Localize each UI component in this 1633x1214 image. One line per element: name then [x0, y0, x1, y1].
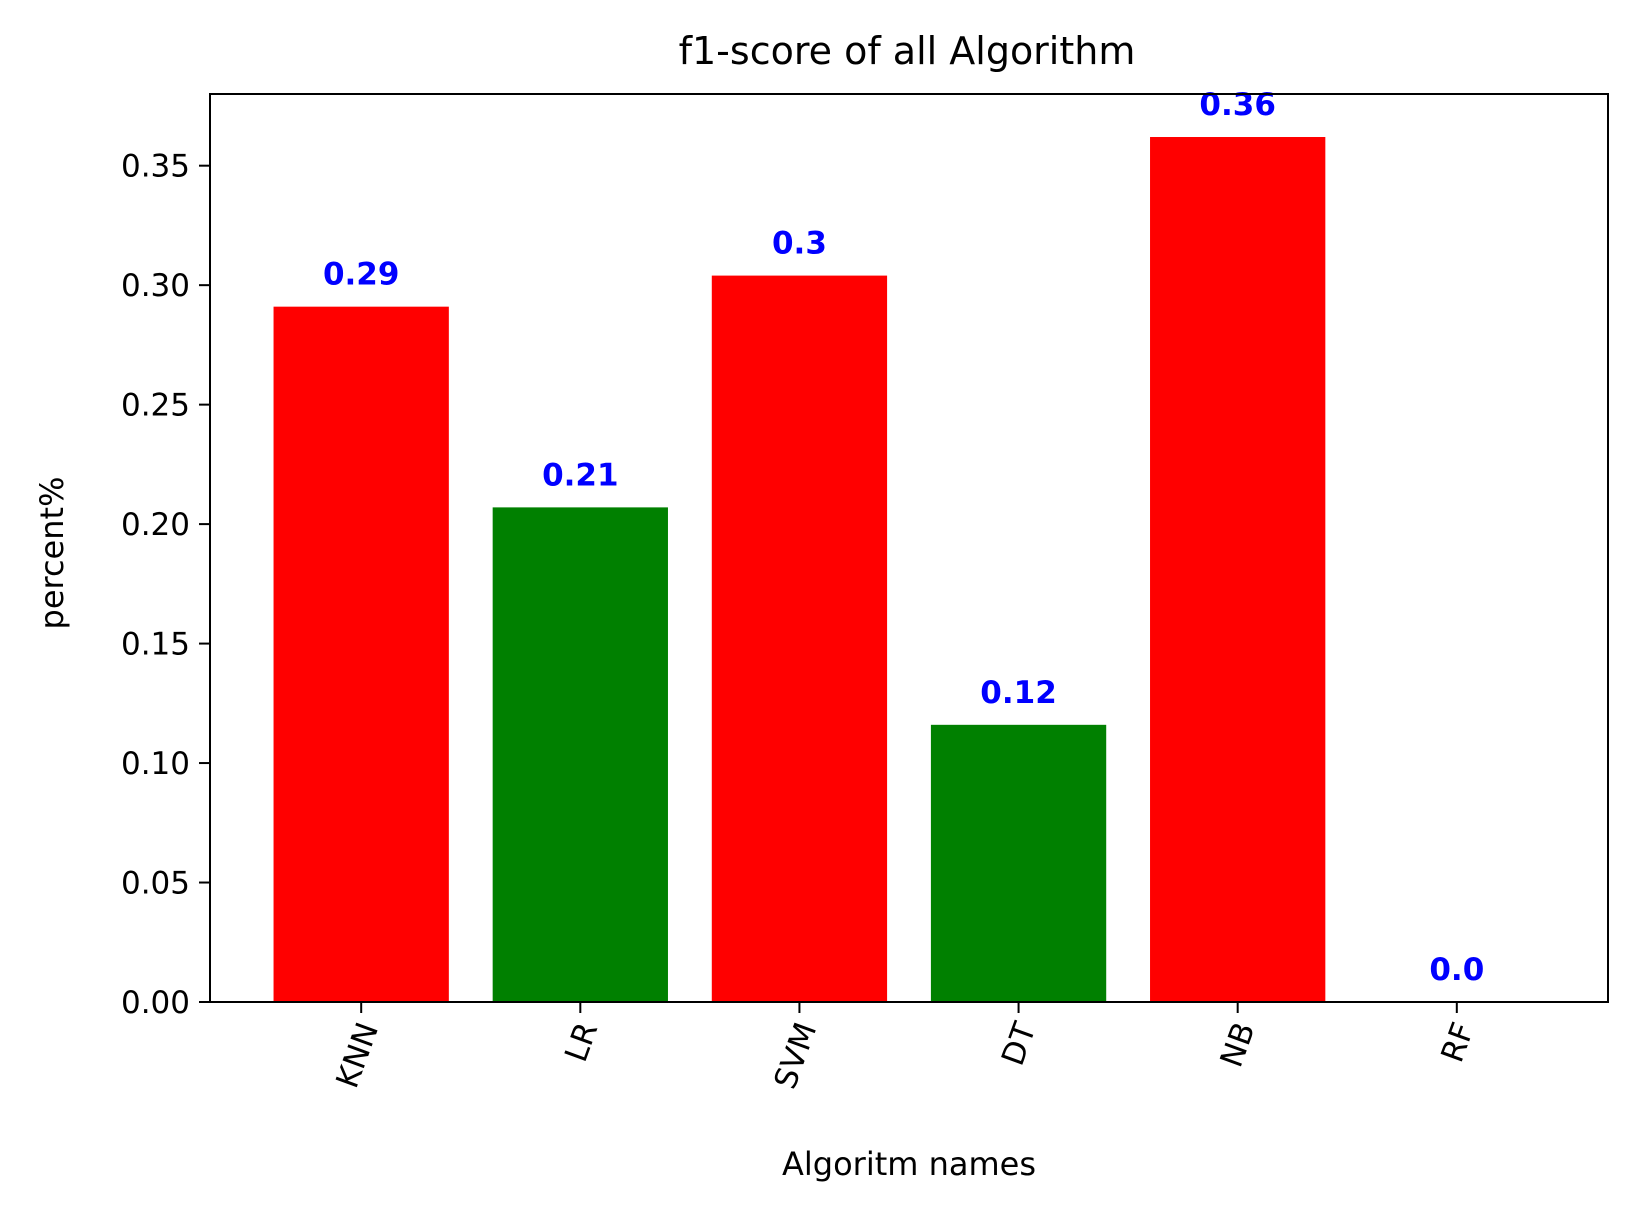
x-axis-ticks: KNN LR SVM DT NB RF: [329, 1002, 1482, 1094]
data-label-nb: 0.36: [1199, 87, 1276, 123]
data-label-dt: 0.12: [980, 675, 1057, 711]
y-axis-label: percent%: [33, 477, 71, 630]
bars-group: [273, 137, 1326, 1003]
data-label-rf: 0.0: [1429, 952, 1484, 988]
bar-dt: [930, 724, 1107, 1002]
y-tick-label: 0.30: [121, 268, 190, 304]
data-labels-group: 0.29 0.21 0.3 0.12 0.36 0.0: [323, 87, 1484, 988]
data-label-svm: 0.3: [772, 226, 827, 262]
x-tick-label-lr: LR: [558, 1018, 605, 1067]
bar-lr: [492, 507, 668, 1002]
bar-svm: [711, 275, 888, 1003]
x-tick-label-svm: SVM: [767, 1018, 824, 1094]
data-label-knn: 0.29: [323, 257, 400, 293]
y-tick-label: 0.05: [121, 866, 190, 902]
x-tick-label-nb: NB: [1214, 1018, 1263, 1072]
y-tick-label: 0.35: [121, 149, 190, 185]
y-tick-label: 0.10: [121, 746, 190, 782]
bar-knn: [273, 306, 449, 1002]
chart-title: f1-score of all Algorithm: [679, 29, 1136, 73]
bar-nb: [1150, 137, 1326, 1003]
data-label-lr: 0.21: [542, 457, 619, 493]
plot-area-frame: [209, 93, 1609, 1003]
y-tick-label: 0.25: [121, 388, 190, 424]
y-tick-label: 0.20: [121, 507, 190, 543]
x-tick-label-knn: KNN: [329, 1018, 386, 1093]
x-tick-label-dt: DT: [995, 1017, 1044, 1071]
y-axis-ticks: 0.00 0.05 0.10 0.15 0.20 0.25 0.30 0.35: [121, 149, 210, 1021]
x-axis-label: Algoritm names: [782, 1145, 1036, 1183]
x-tick-label-rf: RF: [1434, 1018, 1481, 1067]
y-tick-label: 0.00: [121, 985, 190, 1021]
y-tick-label: 0.15: [121, 627, 190, 663]
